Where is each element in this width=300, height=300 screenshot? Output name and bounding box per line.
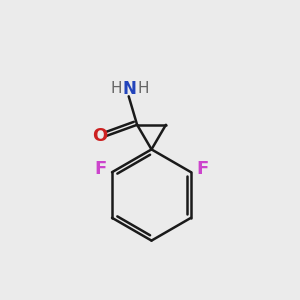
Text: F: F (94, 160, 107, 178)
Text: F: F (196, 160, 208, 178)
Text: H: H (110, 81, 122, 96)
Text: N: N (122, 80, 136, 98)
Text: H: H (137, 81, 148, 96)
Text: O: O (92, 127, 107, 145)
